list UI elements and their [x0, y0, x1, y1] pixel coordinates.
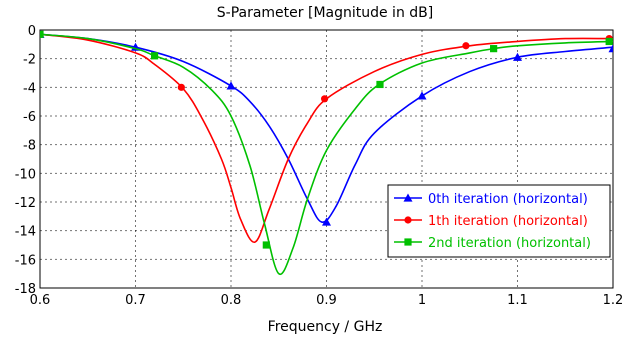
legend: 0th iteration (horizontal) 1th iteration … [387, 184, 611, 258]
series-1-point [462, 42, 470, 50]
series-2-point [605, 37, 613, 46]
series-0-point [513, 52, 522, 61]
legend-box [387, 184, 611, 258]
plot-frame [39, 29, 614, 289]
y-tick-label: -4 [23, 81, 36, 96]
y-tick-label: -6 [23, 110, 36, 125]
y-tick-label: 0 [28, 24, 36, 39]
legend-marker-0 [403, 193, 413, 202]
y-tick-label: -12 [15, 196, 36, 211]
series-2-point [262, 241, 270, 249]
series-1-point [177, 83, 185, 91]
series-0-point [608, 44, 613, 53]
legend-marker-1 [404, 216, 412, 224]
legend-marker-2 [404, 238, 412, 246]
chart-title: S-Parameter [Magnitude in dB] [217, 5, 433, 21]
legend-label-2: 2nd iteration (horizontal) [428, 236, 591, 251]
y-tick-label: -16 [15, 253, 36, 268]
series-0-point [322, 217, 331, 226]
x-axis-label: Frequency / GHz [268, 319, 383, 335]
series-1-point [320, 95, 329, 103]
series-2-point [40, 30, 44, 38]
x-tick-label: 0.6 [30, 293, 51, 308]
x-tick-label: 1 [418, 293, 426, 308]
legend-label-0: 0th iteration (horizontal) [428, 192, 588, 207]
x-tick-label: 1.2 [603, 293, 624, 308]
series-2-point [490, 45, 498, 53]
x-tick-label: 0.8 [221, 293, 242, 308]
series-0-point [226, 81, 236, 90]
legend-label-1: 1th iteration (horizontal) [428, 214, 588, 229]
series-line-2 [40, 33, 613, 276]
y-tick-label: -14 [15, 225, 36, 240]
x-tick-label: 1.1 [507, 293, 528, 308]
y-tick-label: -2 [23, 53, 36, 68]
x-tick-label: 0.7 [125, 293, 146, 308]
y-tick-label: -8 [23, 139, 36, 154]
x-tick-label: 0.9 [316, 293, 337, 308]
y-tick-label: -10 [15, 167, 36, 182]
y-tick-label: -18 [15, 282, 36, 297]
series-2-point [376, 80, 384, 89]
series-2-point [151, 52, 159, 60]
series-line-0 [40, 33, 613, 223]
series-group [40, 30, 613, 276]
series-0-point [417, 91, 427, 100]
